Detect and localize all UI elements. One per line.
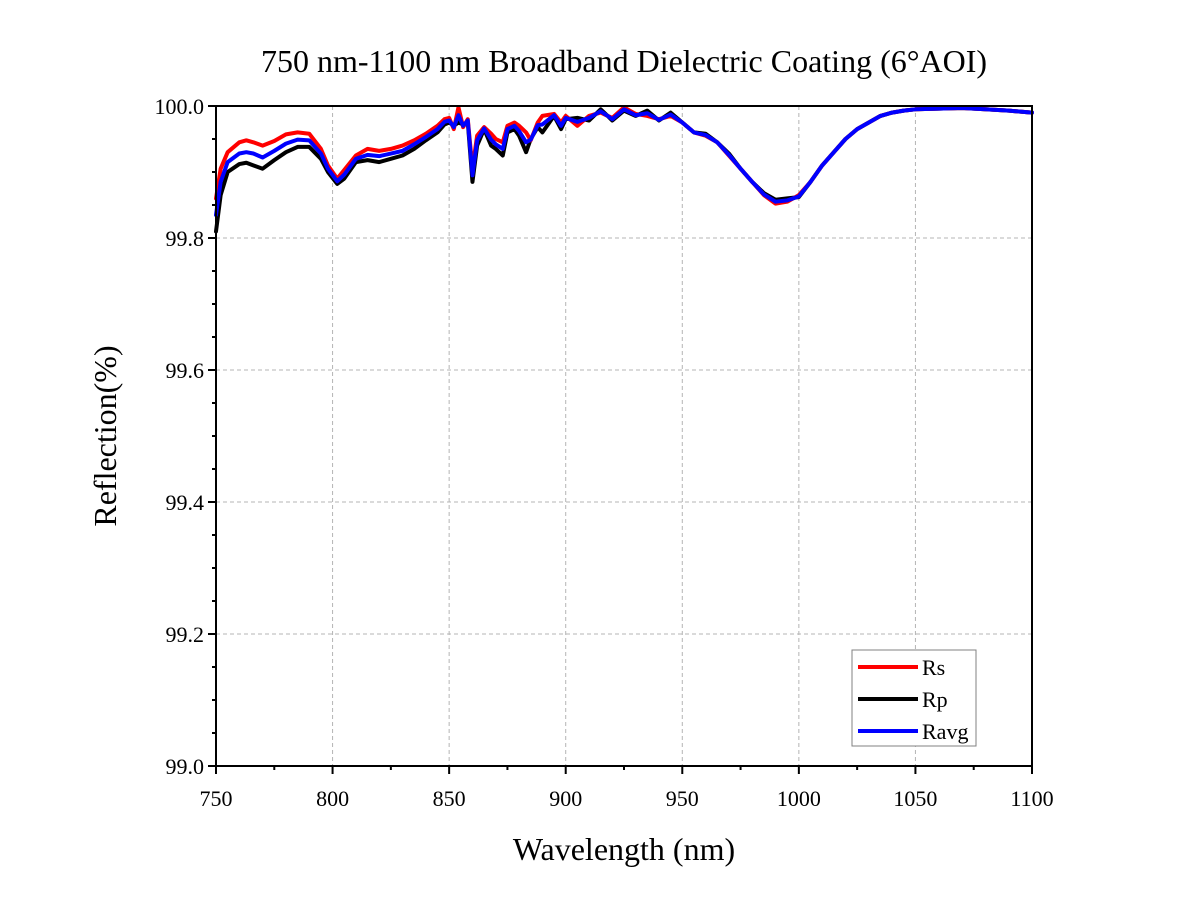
series-line-rs bbox=[214, 105, 1034, 206]
x-tick-label: 850 bbox=[433, 786, 466, 811]
x-axis-label: Wavelength (nm) bbox=[513, 831, 735, 867]
y-tick-label: 99.6 bbox=[166, 358, 205, 383]
series-line-ravg bbox=[214, 105, 1034, 217]
x-tick-label: 950 bbox=[666, 786, 699, 811]
y-tick-label: 99.8 bbox=[166, 226, 205, 251]
y-axis-tick-labels: 99.0 99.2 99.4 99.6 99.8 100.0 bbox=[155, 94, 205, 779]
x-tick-label: 900 bbox=[549, 786, 582, 811]
legend: Rs Rp Ravg bbox=[851, 649, 977, 747]
x-axis-tick-labels: 750 800 850 900 950 1000 1050 1100 bbox=[200, 786, 1054, 811]
y-tick-label: 100.0 bbox=[155, 94, 205, 119]
legend-label-rp: Rp bbox=[922, 687, 948, 712]
series-line-rp bbox=[214, 105, 1034, 234]
x-tick-label: 800 bbox=[316, 786, 349, 811]
y-axis-label: Reflection(%) bbox=[87, 345, 123, 526]
legend-label-ravg: Ravg bbox=[922, 719, 968, 744]
chart-title: 750 nm-1100 nm Broadband Dielectric Coat… bbox=[261, 43, 987, 79]
y-tick-label: 99.0 bbox=[166, 754, 205, 779]
x-tick-label: 1100 bbox=[1010, 786, 1053, 811]
x-tick-label: 1000 bbox=[777, 786, 821, 811]
series-lines bbox=[214, 105, 1034, 234]
axis-ticks bbox=[208, 105, 1033, 774]
y-tick-label: 99.2 bbox=[166, 622, 205, 647]
legend-label-rs: Rs bbox=[922, 655, 945, 680]
x-tick-label: 1050 bbox=[893, 786, 937, 811]
y-tick-label: 99.4 bbox=[166, 490, 205, 515]
x-tick-label: 750 bbox=[200, 786, 233, 811]
grid bbox=[216, 106, 1032, 766]
